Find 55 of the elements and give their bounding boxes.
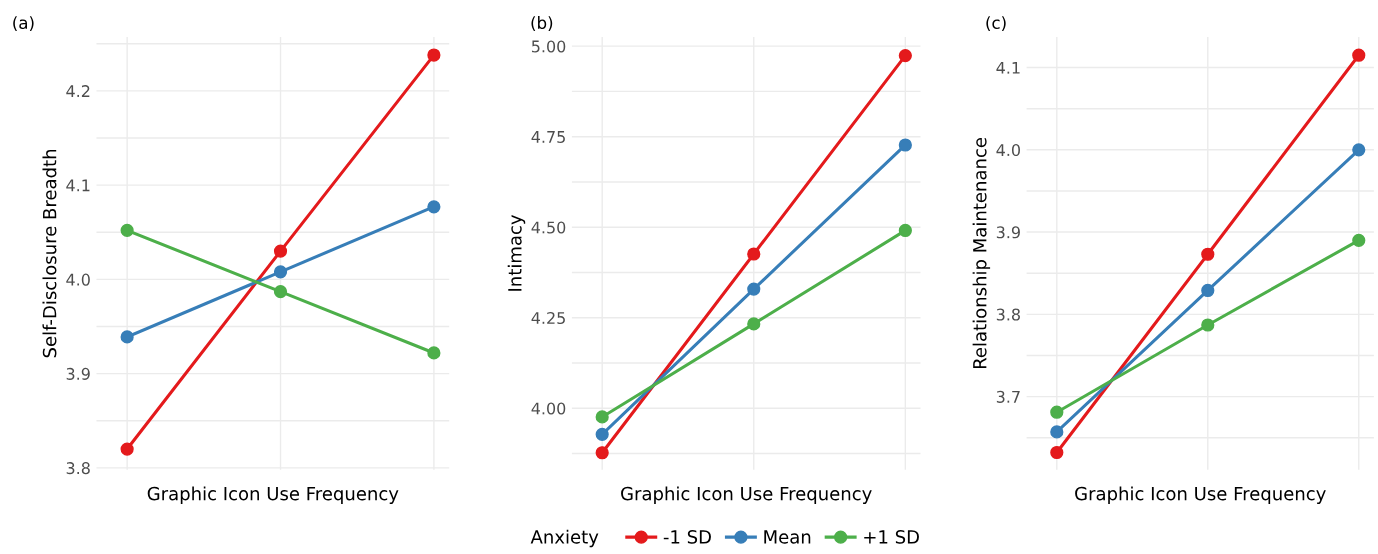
chart-title: (c): [986, 16, 1006, 31]
y-tick-label: 4.0: [66, 273, 90, 286]
y-axis-title: Self-Disclosure Breadth: [42, 149, 57, 358]
y-tick-label: 3.9: [66, 367, 90, 380]
y-axis-title: Intimacy: [507, 214, 526, 291]
y-tick-label: 3.7: [996, 390, 1020, 403]
point: [273, 244, 288, 258]
point: [1352, 48, 1366, 62]
point: [273, 265, 288, 279]
x-axis-title: Graphic Icon Use Frequency: [147, 486, 399, 504]
point: [1201, 247, 1215, 261]
point: [747, 317, 761, 331]
point: [273, 285, 288, 299]
y-tick-label: 4.0: [996, 144, 1020, 157]
point: [595, 446, 609, 460]
y-axis-title: Relationship Maintenance: [972, 137, 991, 369]
point: [595, 427, 609, 441]
point: [595, 410, 609, 424]
chart-title: (b): [531, 16, 553, 31]
chart-title: (a): [13, 16, 34, 31]
point: [898, 48, 912, 63]
y-tick-label: 4.1: [996, 61, 1020, 74]
point: [1201, 318, 1215, 332]
x-axis-title: Graphic Icon Use Frequency: [621, 486, 872, 504]
legend-label: +1 SD: [864, 530, 919, 544]
y-tick-label: 4.50: [531, 221, 566, 234]
point: [427, 346, 441, 360]
point: [898, 223, 912, 238]
point: [1352, 233, 1366, 247]
y-tick-label: 5.00: [531, 40, 566, 53]
y-tick-label: 4.00: [531, 402, 566, 415]
point: [747, 247, 761, 261]
x-axis-title: Graphic Icon Use Frequency: [1075, 486, 1326, 504]
point: [120, 223, 134, 237]
y-tick-label: 4.1: [66, 179, 90, 192]
point: [120, 330, 134, 344]
y-tick-label: 3.9: [996, 226, 1020, 239]
legend-title: Anxiety: [530, 529, 599, 548]
y-tick-label: 3.8: [996, 308, 1020, 321]
y-tick-label: 4.2: [66, 85, 90, 97]
y-tick-label: 3.8: [66, 462, 90, 475]
point: [1201, 283, 1215, 298]
legend-label: Mean: [764, 530, 811, 544]
point: [1050, 425, 1064, 439]
point: [1352, 143, 1366, 157]
point: [1050, 405, 1064, 419]
point: [120, 442, 134, 456]
point: [427, 48, 441, 62]
point: [427, 200, 441, 214]
point: [898, 138, 912, 152]
legend-label: -1 SD: [663, 530, 711, 544]
point: [1050, 445, 1064, 460]
y-tick-label: 4.75: [531, 131, 565, 143]
point: [747, 282, 761, 296]
y-tick-label: 4.25: [531, 311, 565, 325]
